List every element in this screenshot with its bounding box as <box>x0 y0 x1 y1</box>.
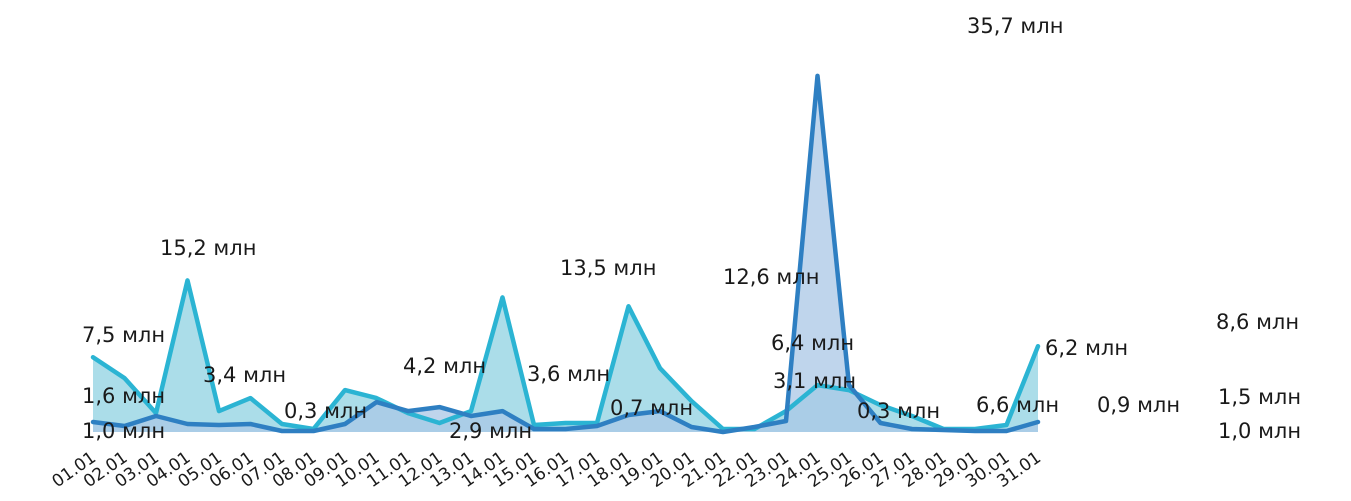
data-label-24-01: 35,7 млн <box>967 14 1063 38</box>
data-label-10-01: 4,2 млн <box>403 354 486 378</box>
data-label-24-01: 6,6 млн <box>976 393 1059 417</box>
data-label-19-01: 6,4 млн <box>771 331 854 355</box>
data-label-14-01: 13,5 млн <box>560 256 656 280</box>
data-label-07-01: 0,3 млн <box>284 399 367 423</box>
data-label-21-01: 0,3 млн <box>857 399 940 423</box>
chart-lines <box>90 73 1041 435</box>
data-label-13-01: 3,6 млн <box>527 362 610 386</box>
data-label-31-01: 8,6 млн <box>1216 310 1299 334</box>
data-label-31-01: 1,0 млн <box>1218 419 1301 443</box>
data-label-01-01: 1,0 млн <box>82 419 165 443</box>
data-label-01-01: 7,5 млн <box>82 323 165 347</box>
data-label-25-01: 6,2 млн <box>1045 336 1128 360</box>
data-label-05-01: 3,4 млн <box>203 363 286 387</box>
data-label-11-01: 2,9 млн <box>449 419 532 443</box>
data-label-28-01: 0,9 млн <box>1097 393 1180 417</box>
data-label-18-01: 12,6 млн <box>723 265 819 289</box>
data-label-15-01: 0,7 млн <box>610 396 693 420</box>
x-axis-ticks: 01.0102.0103.0104.0105.0106.0107.0108.01… <box>49 448 1045 492</box>
data-label-19-01: 3,1 млн <box>773 369 856 393</box>
chart-areas <box>93 75 1038 433</box>
data-label-01-01: 1,6 млн <box>82 384 165 408</box>
series-1-area <box>93 280 1038 432</box>
data-label-04-01: 15,2 млн <box>160 236 256 260</box>
series-2-area <box>93 75 1038 433</box>
data-labels: 7,5 млн 1,6 млн 1,0 млн 15,2 млн 3,4 млн 0,3 … <box>82 14 1301 443</box>
data-label-31-01: 1,5 млн <box>1218 385 1301 409</box>
